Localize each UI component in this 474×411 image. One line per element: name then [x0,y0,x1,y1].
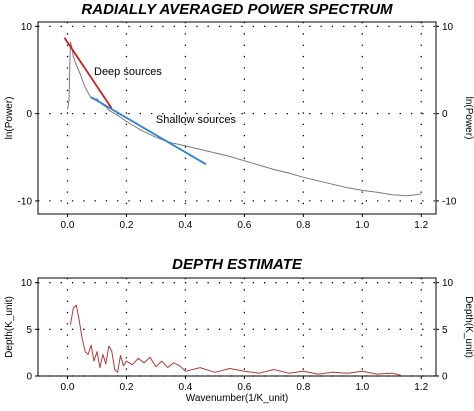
power-spectrum-frame [37,21,437,215]
power-spectrum-ytick-label-right: 10 [442,22,454,33]
power-spectrum-xtick-label: 0.2 [119,220,133,231]
shallow-sources-fit-line [90,96,207,166]
power-spectrum-ytick-label-right: -10 [442,196,457,207]
power-spectrum-ytick-label-left: 10 [21,22,33,33]
depth-estimate-ytick-label-left: 10 [21,278,33,289]
depth-estimate-ytick-label-right: 10 [442,278,454,289]
depth-estimate-xtick-label: 0.8 [296,382,310,393]
depth-estimate-ylabel-left: Depth(K_unit) [4,296,15,358]
power-spectrum-series-line [67,41,422,197]
power-spectrum-title: RADIALLY AVERAGED POWER SPECTRUM [81,1,393,18]
power-spectrum-xtick-label: 0.6 [237,220,251,231]
depth-estimate-xtick-label: 0.2 [119,382,133,393]
depth-estimate-frame [37,277,437,377]
deep-sources-fit-line [63,37,113,109]
deep-sources-label: Deep sources [94,66,162,78]
depth-estimate-ytick-label-left: 0 [26,372,32,383]
power-spectrum-xtick-label: 0.8 [296,220,310,231]
depth-estimate-xtick-label: 1.2 [414,382,428,393]
depth-estimate-xtick-label: 0.6 [237,382,251,393]
depth-estimate-xtick-label: 0.0 [61,382,75,393]
power-spectrum-ytick-label-left: -10 [18,196,33,207]
depth-estimate-ytick-label-right: 5 [442,325,448,336]
depth-estimate-series-line [69,304,401,376]
depth-estimate-title: DEPTH ESTIMATE [172,256,303,273]
depth-estimate-ytick-label-right: 0 [442,372,448,383]
power-spectrum-xtick-label: 0.0 [61,220,75,231]
shallow-sources-label: Shallow sources [156,114,237,126]
power-spectrum-ylabel-left: ln(Power) [4,97,15,140]
power-spectrum-ytick-label-right: 0 [442,109,448,120]
power-spectrum-ytick-label-left: 0 [26,109,32,120]
power-spectrum-xtick-label: 1.2 [414,220,428,231]
power-spectrum-ylabel-right: ln(Power) [463,97,474,140]
depth-estimate-ytick-label-left: 5 [26,325,32,336]
depth-estimate-ylabel-right: Depth(K_unit) [463,296,474,358]
depth-estimate-xtick-label: 1.0 [355,382,369,393]
power-spectrum-xtick-label: 0.4 [178,220,192,231]
depth-estimate-xlabel: Wavenumber(1/K_unit) [186,393,288,404]
depth-estimate-xtick-label: 0.4 [178,382,192,393]
power-spectrum-xtick-label: 1.0 [355,220,369,231]
